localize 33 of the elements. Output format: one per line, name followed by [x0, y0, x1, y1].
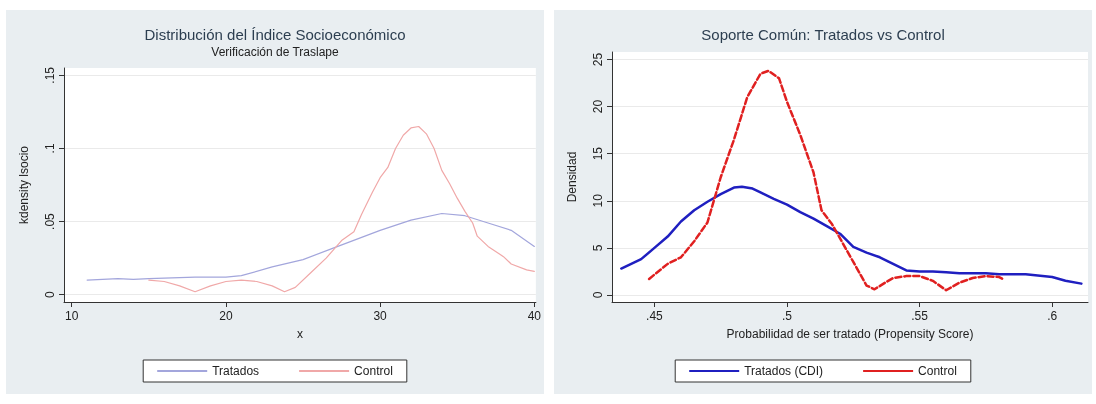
- line-series: [647, 69, 1006, 292]
- line-series: [148, 125, 535, 293]
- y-tick-label: 25: [591, 52, 605, 67]
- x-tick-label: 10: [65, 309, 79, 323]
- y-axis-title: Densidad: [565, 151, 579, 203]
- x-axis-title: Probabilidad de ser tratado (Propensity Score): [726, 327, 974, 341]
- x-tick-label: 40: [527, 309, 542, 323]
- y-tick-label: 0: [591, 291, 605, 299]
- legend-label: Control: [354, 364, 393, 378]
- x-tick-label: .6: [1047, 309, 1058, 323]
- y-tick-label: 0: [43, 291, 57, 299]
- legend-label: Tratados (CDI): [744, 364, 824, 378]
- line-series: [86, 212, 535, 281]
- chart-title: Soporte Común: Tratados vs Control: [701, 26, 945, 43]
- y-tick-label: .05: [43, 212, 57, 230]
- y-tick-label: .15: [43, 66, 57, 84]
- y-tick-label: .1: [43, 143, 57, 154]
- x-tick-label: 20: [219, 309, 233, 323]
- y-tick-label: 15: [591, 146, 605, 161]
- legend-label: Tratados: [212, 364, 260, 378]
- chart-subtitle: Verificación de Traslape: [211, 45, 340, 59]
- x-tick-label: .45: [646, 309, 664, 323]
- line-series: [620, 185, 1083, 285]
- x-tick-label: .55: [911, 309, 929, 323]
- y-tick-label: 10: [591, 193, 605, 208]
- x-tick-label: 30: [373, 309, 388, 323]
- y-axis-title: kdensity lsocio: [17, 145, 31, 225]
- x-tick-label: .5: [782, 309, 793, 323]
- chart-title: Distribución del Índice Socioeconómico: [144, 26, 406, 43]
- legend-label: Control: [918, 364, 957, 378]
- x-axis-title: x: [296, 327, 303, 341]
- y-tick-label: 20: [591, 99, 605, 114]
- y-tick-label: 5: [591, 244, 605, 252]
